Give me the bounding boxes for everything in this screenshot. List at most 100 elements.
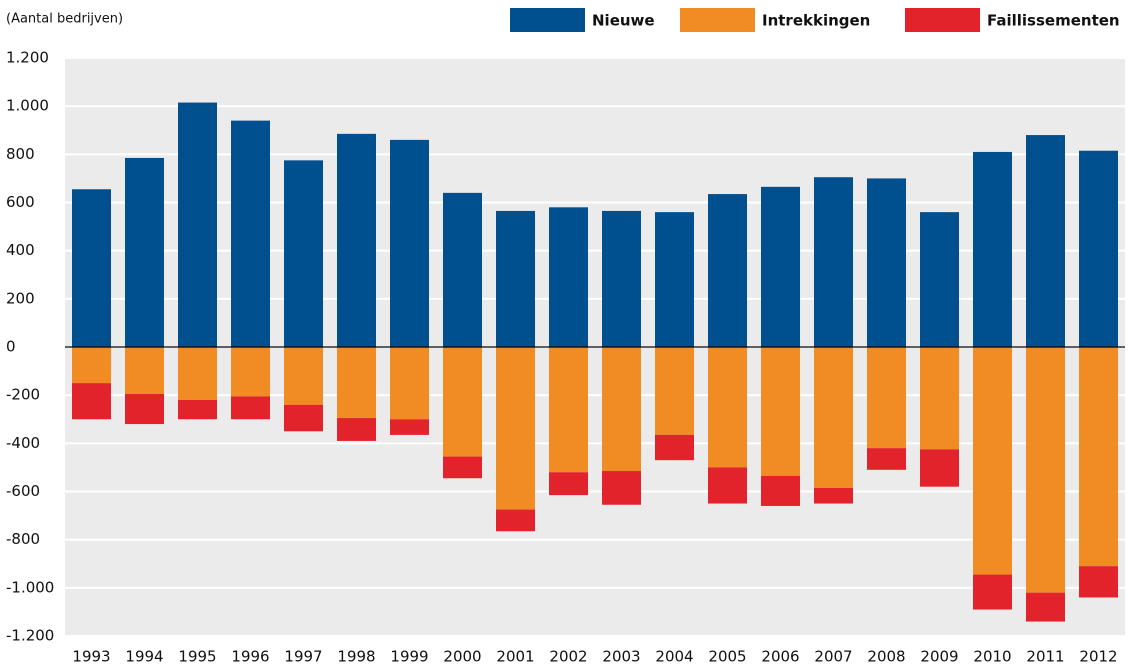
bar <box>231 347 270 397</box>
y-tick-label: -800 <box>6 530 40 548</box>
bar <box>390 347 429 420</box>
bar <box>655 347 694 435</box>
bar <box>337 418 376 441</box>
x-tick-label: 1994 <box>125 648 163 666</box>
bar <box>390 419 429 435</box>
y-tick-label: 1.200 <box>6 49 49 67</box>
bar <box>602 347 641 472</box>
y-tick-label: -400 <box>6 434 40 452</box>
x-tick-label: 2004 <box>655 648 693 666</box>
legend-label: Nieuwe <box>592 12 655 30</box>
bar <box>284 347 323 405</box>
x-tick-label: 1993 <box>72 648 110 666</box>
legend-label: Faillissementen <box>987 12 1120 30</box>
legend-swatch <box>510 8 585 32</box>
y-tick-label: 600 <box>6 193 35 211</box>
y-tick-label: 1.000 <box>6 97 49 115</box>
bar <box>443 456 482 479</box>
bar <box>761 475 800 506</box>
y-tick-label: 800 <box>6 145 35 163</box>
bar <box>496 509 535 532</box>
bar <box>1079 566 1118 598</box>
bar <box>337 133 376 347</box>
x-tick-label: 2007 <box>814 648 852 666</box>
legend-swatch <box>680 8 755 32</box>
x-tick-label: 2001 <box>496 648 534 666</box>
bar <box>602 471 641 505</box>
bar <box>973 347 1012 575</box>
bar <box>284 404 323 432</box>
bar <box>125 393 164 425</box>
bar <box>708 347 747 468</box>
bar <box>602 210 641 347</box>
bar <box>178 399 217 420</box>
bar <box>655 212 694 347</box>
x-tick-label: 1997 <box>284 648 322 666</box>
bar <box>973 574 1012 610</box>
bar <box>231 396 270 420</box>
bar <box>920 347 959 450</box>
bar <box>549 347 588 473</box>
x-tick-label: 2003 <box>602 648 640 666</box>
x-tick-label: 1995 <box>178 648 216 666</box>
bar <box>178 102 217 347</box>
bar <box>920 212 959 347</box>
bar <box>72 189 111 347</box>
bar <box>973 151 1012 347</box>
bar <box>708 194 747 347</box>
bar <box>337 347 376 419</box>
x-tick-label: 2002 <box>549 648 587 666</box>
y-tick-label: 0 <box>6 338 16 356</box>
legend-label: Intrekkingen <box>762 12 870 30</box>
bar <box>708 467 747 504</box>
bar <box>496 347 535 510</box>
bar <box>655 434 694 461</box>
x-tick-label: 2012 <box>1079 648 1117 666</box>
bar <box>814 487 853 504</box>
x-tick-label: 2005 <box>708 648 746 666</box>
bar <box>1079 150 1118 347</box>
bar <box>814 347 853 488</box>
bar <box>284 160 323 347</box>
x-tick-label: 2008 <box>867 648 905 666</box>
y-tick-label: -600 <box>6 482 40 500</box>
bar <box>443 192 482 347</box>
bar <box>231 120 270 347</box>
bar <box>867 178 906 347</box>
x-tick-label: 2006 <box>761 648 799 666</box>
bar <box>867 448 906 470</box>
y-tick-label: 200 <box>6 289 35 307</box>
x-tick-label: 1998 <box>337 648 375 666</box>
bar <box>72 383 111 420</box>
x-tick-label: 2000 <box>443 648 481 666</box>
bar <box>1026 135 1065 347</box>
bar <box>125 157 164 347</box>
bar <box>125 347 164 394</box>
y-tick-label: -1.200 <box>6 627 54 645</box>
bar <box>443 347 482 457</box>
x-tick-label: 2010 <box>973 648 1011 666</box>
x-tick-label: 2011 <box>1026 648 1064 666</box>
subtitle: (Aantal bedrijven) <box>6 12 123 27</box>
bar <box>761 347 800 476</box>
bar <box>1079 347 1118 567</box>
bar <box>72 347 111 384</box>
bar <box>761 186 800 347</box>
bar <box>920 449 959 487</box>
bar <box>496 210 535 347</box>
bar <box>549 472 588 496</box>
y-tick-label: -1.000 <box>6 578 54 596</box>
bar <box>1026 347 1065 593</box>
bar <box>1026 592 1065 622</box>
bar <box>549 207 588 347</box>
x-tick-label: 2009 <box>920 648 958 666</box>
y-tick-label: 400 <box>6 241 35 259</box>
bar <box>814 177 853 347</box>
legend-swatch <box>905 8 980 32</box>
bar <box>867 347 906 449</box>
y-tick-label: -200 <box>6 386 40 404</box>
bar <box>178 347 217 400</box>
x-tick-label: 1996 <box>231 648 269 666</box>
bar <box>390 139 429 347</box>
